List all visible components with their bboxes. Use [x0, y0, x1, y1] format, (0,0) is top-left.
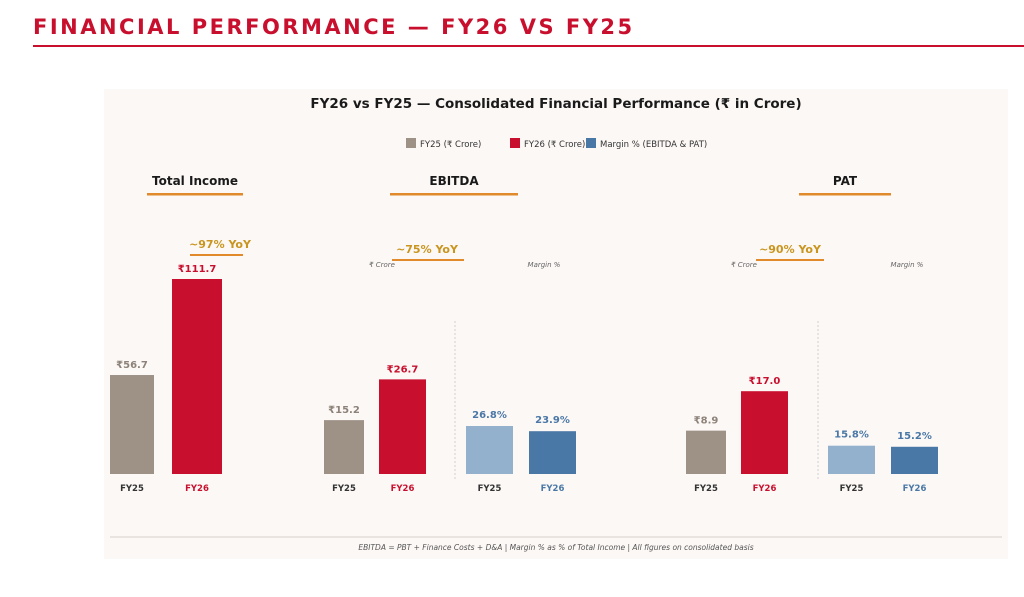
- yoy-label: ~97% YoY: [189, 238, 252, 251]
- legend-swatch: [406, 138, 416, 148]
- bar-value-label: ₹17.0: [749, 376, 781, 387]
- legend-swatch: [586, 138, 596, 148]
- bar-value-label: ₹26.7: [387, 364, 419, 375]
- chart-title: FY26 vs FY25 — Consolidated Financial Pe…: [310, 96, 801, 112]
- x-tick-label: FY26: [903, 484, 927, 494]
- legend-swatch: [510, 138, 520, 148]
- bar-value-label: ₹56.7: [116, 360, 148, 371]
- bar-fy26: [741, 391, 788, 474]
- yoy-label: ~90% YoY: [759, 243, 822, 256]
- margin-value-label: 23.9%: [535, 415, 570, 426]
- panel-title-underline: [390, 193, 518, 196]
- margin-bar-fy26: [891, 446, 938, 474]
- panel-title-underline: [147, 193, 243, 196]
- bar-fy25: [110, 375, 154, 474]
- panel-title-underline: [799, 193, 891, 196]
- yoy-underline: [756, 259, 824, 261]
- x-tick-label: FY25: [840, 484, 864, 494]
- x-tick-label: FY25: [332, 484, 356, 494]
- x-tick-label: FY26: [753, 484, 777, 494]
- sub-axis-label: ₹ Crore: [731, 261, 757, 269]
- page-title: FINANCIAL PERFORMANCE — FY26 VS FY25: [33, 15, 635, 39]
- panel-title: Total Income: [152, 174, 238, 188]
- panel-title: PAT: [833, 174, 858, 188]
- yoy-underline: [190, 254, 243, 256]
- margin-bar-fy26: [529, 431, 576, 474]
- x-tick-label: FY25: [694, 484, 718, 494]
- legend-label: FY26 (₹ Crore): [524, 140, 585, 150]
- x-tick-label: FY26: [541, 484, 565, 494]
- x-tick-label: FY25: [120, 484, 144, 494]
- margin-bar-fy25: [828, 445, 875, 474]
- title-divider: [33, 45, 1024, 47]
- sub-axis-label: ₹ Crore: [369, 261, 395, 269]
- panel-title: EBITDA: [429, 174, 479, 188]
- bar-fy26: [172, 279, 222, 474]
- yoy-label: ~75% YoY: [396, 243, 459, 256]
- x-tick-label: FY26: [185, 484, 209, 494]
- legend-label: FY25 (₹ Crore): [420, 140, 481, 150]
- bar-value-label: ₹8.9: [694, 416, 719, 427]
- margin-value-label: 15.2%: [897, 431, 932, 442]
- financial-performance-chart: FY26 vs FY25 — Consolidated Financial Pe…: [110, 96, 1002, 552]
- margin-value-label: 26.8%: [472, 410, 507, 421]
- margin-bar-fy25: [466, 426, 513, 474]
- x-tick-label: FY26: [391, 484, 415, 494]
- margin-value-label: 15.8%: [834, 430, 869, 441]
- legend-label: Margin % (EBITDA & PAT): [600, 140, 707, 150]
- chart-card: FY26 vs FY25 — Consolidated Financial Pe…: [104, 89, 1008, 559]
- bar-value-label: ₹111.7: [178, 264, 217, 275]
- bar-fy25: [686, 430, 726, 474]
- bar-fy26: [379, 379, 426, 474]
- sub-axis-label: Margin %: [891, 261, 924, 269]
- footnote: EBITDA = PBT + Finance Costs + D&A | Mar…: [358, 543, 753, 552]
- sub-axis-label: Margin %: [528, 261, 561, 269]
- bar-value-label: ₹15.2: [328, 405, 360, 416]
- yoy-underline: [392, 259, 464, 261]
- bar-fy25: [324, 420, 364, 474]
- x-tick-label: FY25: [478, 484, 502, 494]
